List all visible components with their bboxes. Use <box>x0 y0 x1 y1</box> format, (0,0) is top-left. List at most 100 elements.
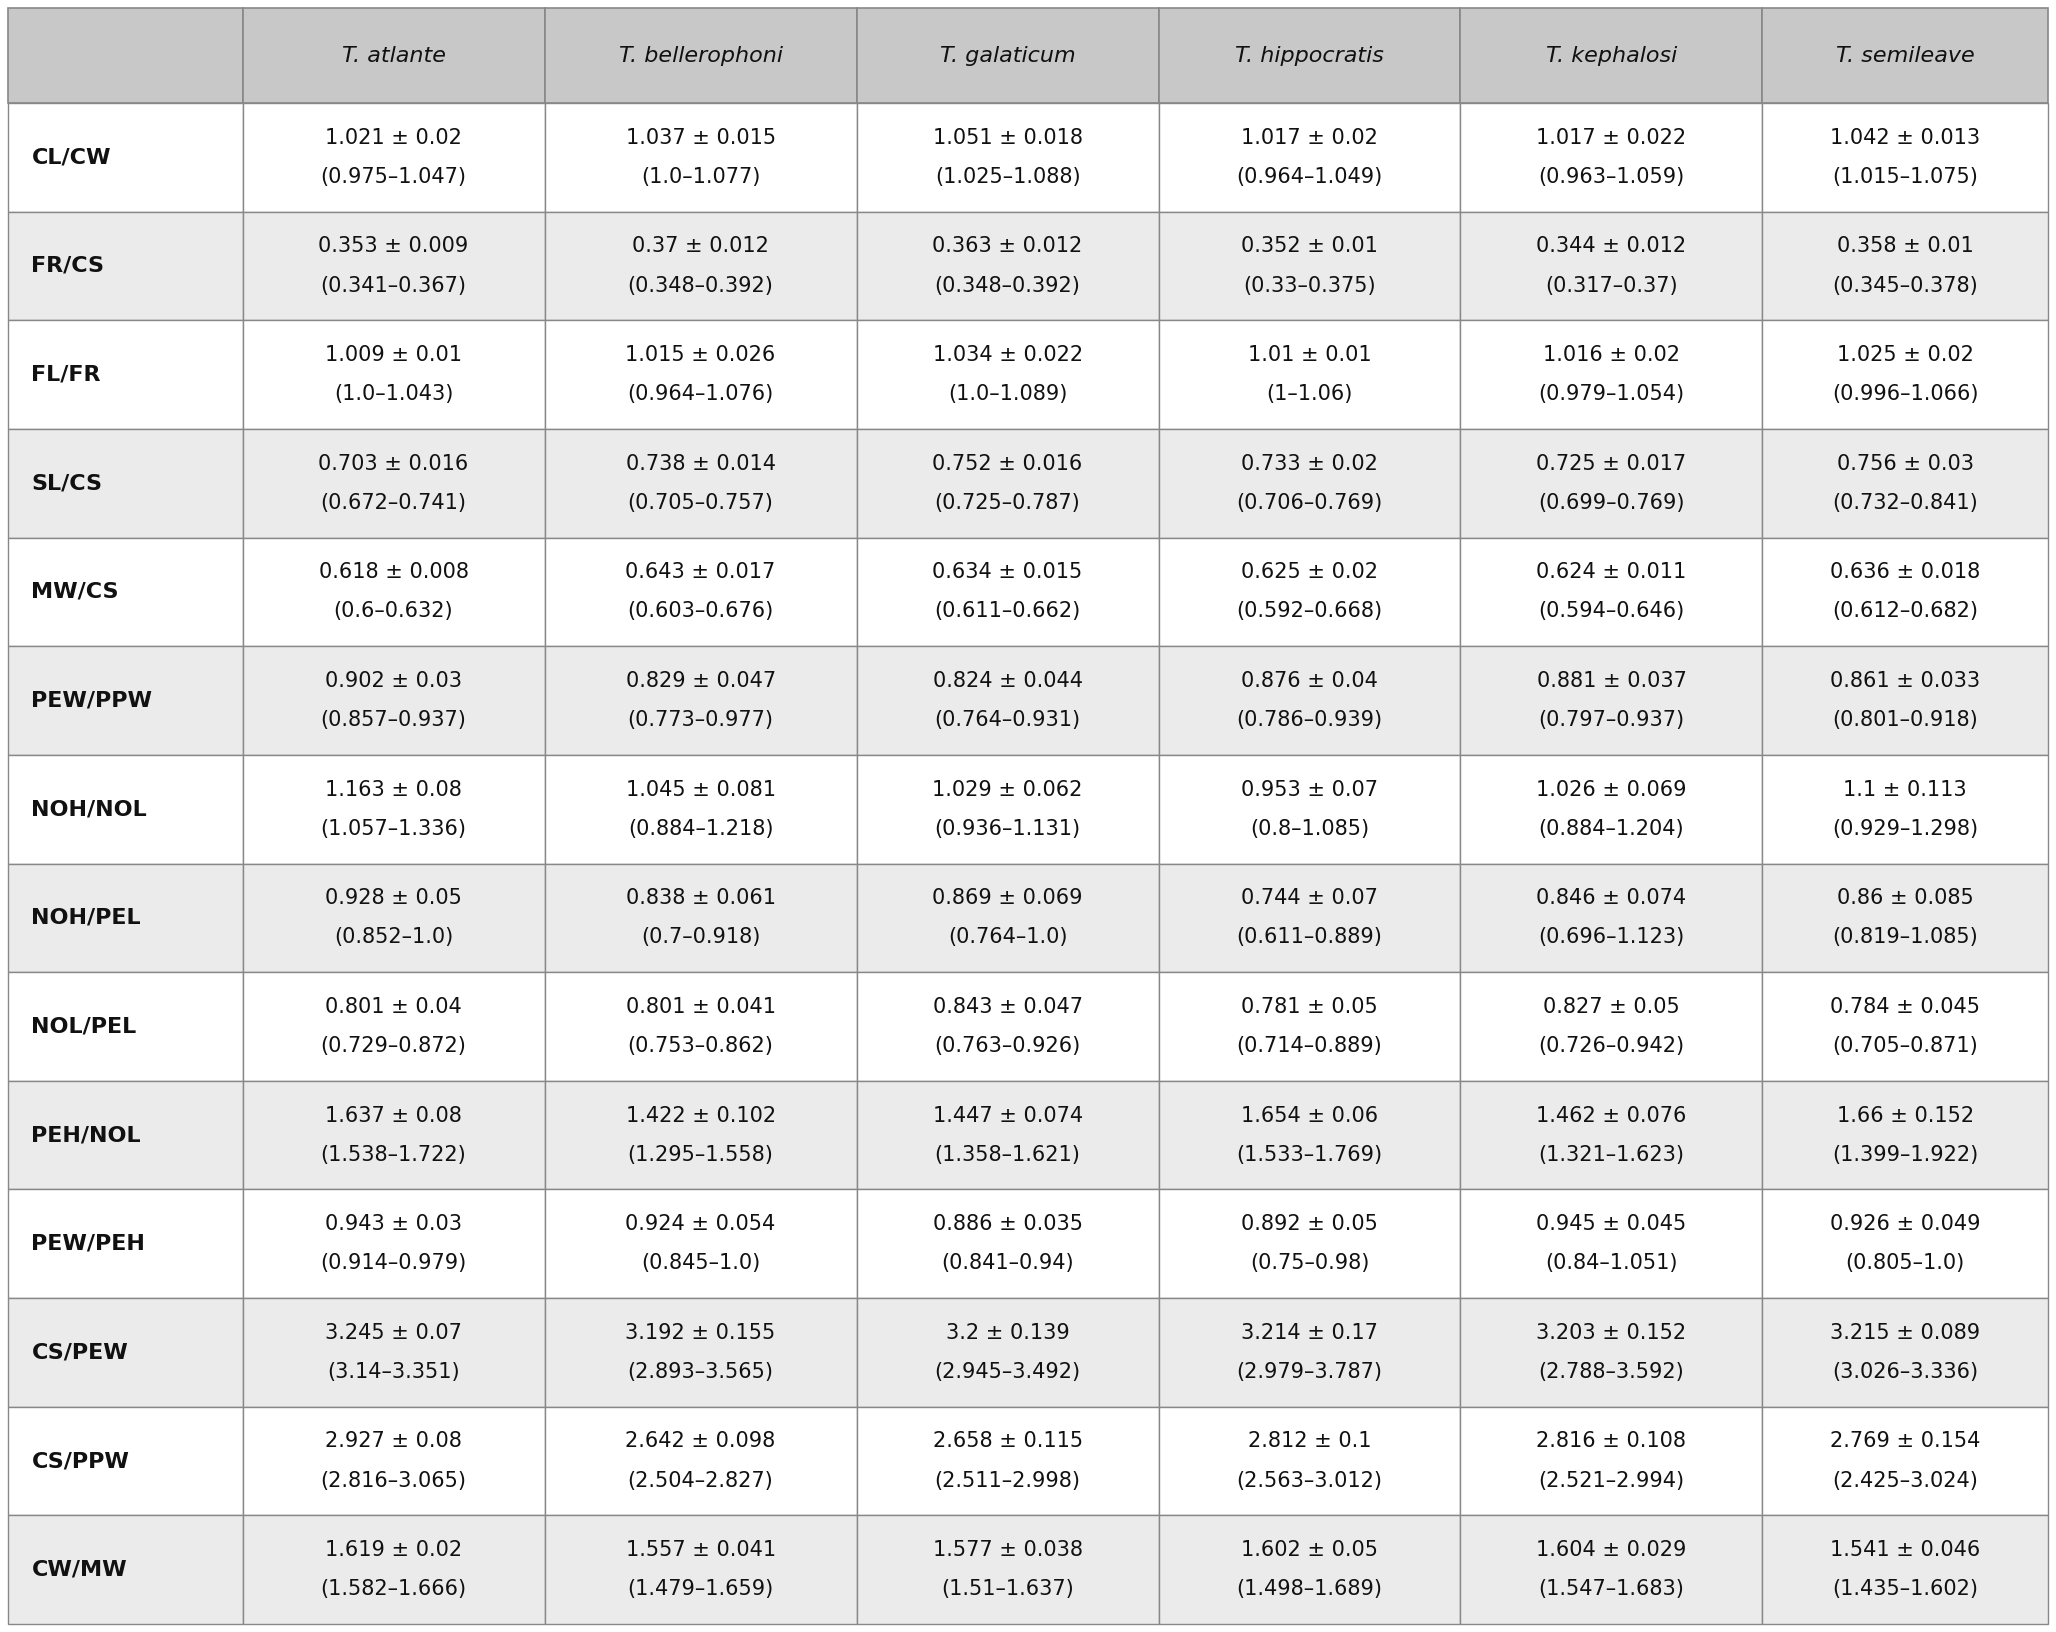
Text: (2.425–3.024): (2.425–3.024) <box>1832 1470 1978 1490</box>
Text: 1.619 ± 0.02: 1.619 ± 0.02 <box>325 1541 463 1560</box>
Text: 0.824 ± 0.044: 0.824 ± 0.044 <box>933 671 1084 690</box>
Bar <box>1160 1516 1460 1624</box>
Text: (0.964–1.049): (0.964–1.049) <box>1236 166 1382 188</box>
Bar <box>243 1190 545 1297</box>
Text: (0.979–1.054): (0.979–1.054) <box>1538 384 1684 405</box>
Text: (0.705–0.757): (0.705–0.757) <box>627 493 773 512</box>
Bar <box>1160 320 1460 429</box>
Bar <box>243 863 545 973</box>
Text: 0.838 ± 0.061: 0.838 ± 0.061 <box>625 888 775 909</box>
Bar <box>1160 429 1460 537</box>
Text: (0.819–1.085): (0.819–1.085) <box>1832 927 1978 948</box>
Bar <box>243 212 545 320</box>
Bar <box>1160 103 1460 212</box>
Text: 2.642 ± 0.098: 2.642 ± 0.098 <box>625 1431 775 1451</box>
Text: 2.769 ± 0.154: 2.769 ± 0.154 <box>1830 1431 1980 1451</box>
Text: (0.797–0.937): (0.797–0.937) <box>1538 710 1684 730</box>
Bar <box>1762 8 2048 103</box>
Text: (0.75–0.98): (0.75–0.98) <box>1250 1253 1369 1273</box>
Bar <box>545 103 857 212</box>
Text: (0.699–0.769): (0.699–0.769) <box>1538 493 1684 512</box>
Bar <box>857 1407 1160 1516</box>
Text: (1.538–1.722): (1.538–1.722) <box>321 1144 467 1165</box>
Text: (0.348–0.392): (0.348–0.392) <box>627 276 773 295</box>
Text: FL/FR: FL/FR <box>31 364 101 385</box>
Bar <box>857 1190 1160 1297</box>
Text: 1.042 ± 0.013: 1.042 ± 0.013 <box>1830 127 1980 149</box>
Text: (0.611–0.889): (0.611–0.889) <box>1236 927 1382 948</box>
Text: 0.618 ± 0.008: 0.618 ± 0.008 <box>319 563 469 583</box>
Bar <box>1460 1297 1762 1407</box>
Bar <box>243 429 545 537</box>
Text: 0.926 ± 0.049: 0.926 ± 0.049 <box>1830 1214 1980 1234</box>
Text: (0.841–0.94): (0.841–0.94) <box>942 1253 1073 1273</box>
Text: (3.026–3.336): (3.026–3.336) <box>1832 1363 1978 1382</box>
Text: 2.816 ± 0.108: 2.816 ± 0.108 <box>1536 1431 1686 1451</box>
Text: 1.604 ± 0.029: 1.604 ± 0.029 <box>1536 1541 1686 1560</box>
Text: 0.643 ± 0.017: 0.643 ± 0.017 <box>625 563 775 583</box>
Text: 0.363 ± 0.012: 0.363 ± 0.012 <box>933 237 1084 256</box>
Text: 3.192 ± 0.155: 3.192 ± 0.155 <box>625 1324 775 1343</box>
Text: PEW/PPW: PEW/PPW <box>31 690 152 710</box>
Bar <box>857 1516 1160 1624</box>
Text: CW/MW: CW/MW <box>31 1560 127 1580</box>
Text: 0.37 ± 0.012: 0.37 ± 0.012 <box>631 237 769 256</box>
Bar <box>545 429 857 537</box>
Text: 1.1 ± 0.113: 1.1 ± 0.113 <box>1844 780 1968 800</box>
Text: (1.533–1.769): (1.533–1.769) <box>1236 1144 1382 1165</box>
Text: T. kephalosi: T. kephalosi <box>1546 46 1678 65</box>
Text: 2.658 ± 0.115: 2.658 ± 0.115 <box>933 1431 1084 1451</box>
Text: (2.979–3.787): (2.979–3.787) <box>1236 1363 1382 1382</box>
Text: 0.827 ± 0.05: 0.827 ± 0.05 <box>1544 997 1680 1017</box>
Text: (1.295–1.558): (1.295–1.558) <box>627 1144 773 1165</box>
Text: (1.321–1.623): (1.321–1.623) <box>1538 1144 1684 1165</box>
Text: (0.612–0.682): (0.612–0.682) <box>1832 602 1978 622</box>
Text: (0.914–0.979): (0.914–0.979) <box>321 1253 467 1273</box>
Bar <box>8 973 243 1080</box>
Text: (0.732–0.841): (0.732–0.841) <box>1832 493 1978 512</box>
Bar <box>1762 1190 2048 1297</box>
Text: (3.14–3.351): (3.14–3.351) <box>327 1363 461 1382</box>
Bar <box>8 1516 243 1624</box>
Bar <box>1160 863 1460 973</box>
Bar <box>1762 212 2048 320</box>
Text: CS/PPW: CS/PPW <box>31 1451 130 1470</box>
Bar <box>8 103 243 212</box>
Text: 0.781 ± 0.05: 0.781 ± 0.05 <box>1242 997 1378 1017</box>
Text: (0.764–0.931): (0.764–0.931) <box>935 710 1081 730</box>
Text: SL/CS: SL/CS <box>31 473 103 493</box>
Text: 0.725 ± 0.017: 0.725 ± 0.017 <box>1536 454 1686 473</box>
Text: 0.634 ± 0.015: 0.634 ± 0.015 <box>933 563 1084 583</box>
Text: T. galaticum: T. galaticum <box>940 46 1075 65</box>
Bar <box>1160 646 1460 756</box>
Text: (0.725–0.787): (0.725–0.787) <box>935 493 1081 512</box>
Bar <box>545 646 857 756</box>
Text: 0.756 ± 0.03: 0.756 ± 0.03 <box>1836 454 1974 473</box>
Text: (0.786–0.939): (0.786–0.939) <box>1236 710 1382 730</box>
Bar <box>1460 212 1762 320</box>
Text: T. semileave: T. semileave <box>1836 46 1974 65</box>
Text: (0.341–0.367): (0.341–0.367) <box>321 276 467 295</box>
Text: 0.344 ± 0.012: 0.344 ± 0.012 <box>1536 237 1686 256</box>
Text: (2.816–3.065): (2.816–3.065) <box>321 1470 467 1490</box>
Text: (0.884–1.218): (0.884–1.218) <box>627 819 773 839</box>
Text: 0.902 ± 0.03: 0.902 ± 0.03 <box>325 671 463 690</box>
Text: (0.975–1.047): (0.975–1.047) <box>321 166 467 188</box>
Text: NOL/PEL: NOL/PEL <box>31 1017 136 1036</box>
Text: (0.7–0.918): (0.7–0.918) <box>641 927 761 948</box>
Text: T. bellerophoni: T. bellerophoni <box>619 46 783 65</box>
Text: 1.026 ± 0.069: 1.026 ± 0.069 <box>1536 780 1686 800</box>
Text: 2.927 ± 0.08: 2.927 ± 0.08 <box>325 1431 463 1451</box>
Text: 0.869 ± 0.069: 0.869 ± 0.069 <box>931 888 1084 909</box>
Bar <box>1460 320 1762 429</box>
Text: 0.945 ± 0.045: 0.945 ± 0.045 <box>1536 1214 1686 1234</box>
Text: 0.358 ± 0.01: 0.358 ± 0.01 <box>1836 237 1974 256</box>
Text: 0.953 ± 0.07: 0.953 ± 0.07 <box>1242 780 1378 800</box>
Bar <box>1762 429 2048 537</box>
Text: (0.6–0.632): (0.6–0.632) <box>333 602 454 622</box>
Bar <box>545 1190 857 1297</box>
Text: 1.025 ± 0.02: 1.025 ± 0.02 <box>1836 344 1974 366</box>
Text: (0.726–0.942): (0.726–0.942) <box>1538 1036 1684 1056</box>
Bar <box>1160 1407 1460 1516</box>
Bar <box>1160 212 1460 320</box>
